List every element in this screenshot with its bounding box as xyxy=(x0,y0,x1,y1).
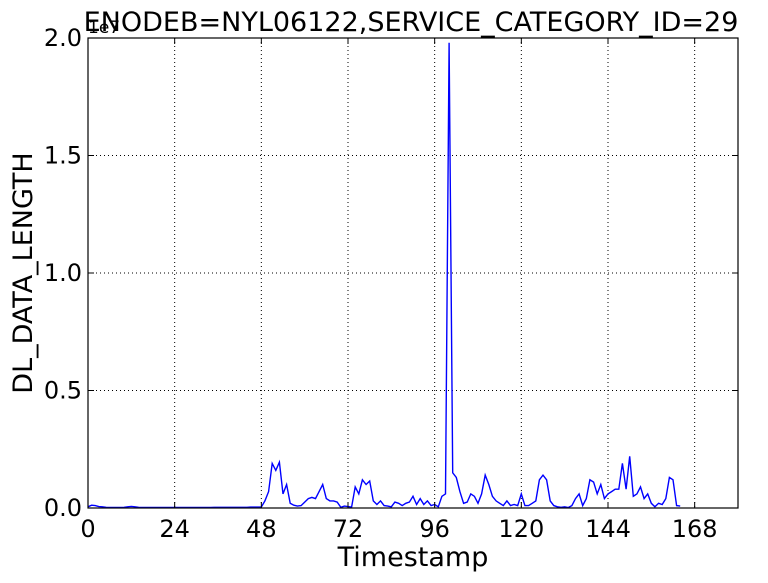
y-axis-title: DL_DATA_LENGTH xyxy=(8,152,39,393)
y-tick-label: 0.5 xyxy=(44,377,82,405)
y-offset-label: 1e7 xyxy=(88,18,120,38)
axis-ticks xyxy=(87,37,738,509)
y-tick-label: 0.0 xyxy=(44,494,82,522)
y-tick-label: 2.0 xyxy=(44,24,82,52)
x-tick-labels: 0 24 48 72 96 120 144 168 xyxy=(80,515,717,543)
grid-lines xyxy=(88,38,738,508)
x-tick-label: 0 xyxy=(80,515,95,543)
plot-area xyxy=(87,37,739,509)
y-tick-labels: 0.0 0.5 1.0 1.5 2.0 xyxy=(44,24,82,522)
x-tick-label: 96 xyxy=(419,515,450,543)
x-tick-label: 144 xyxy=(585,515,631,543)
x-axis-title: Timestamp xyxy=(337,542,489,573)
x-tick-label: 120 xyxy=(498,515,544,543)
y-tick-label: 1.5 xyxy=(44,142,82,170)
y-tick-label: 1.0 xyxy=(44,259,82,287)
chart-title: ENODEB=NYL06122,SERVICE_CATEGORY_ID=29 xyxy=(84,7,739,38)
x-tick-label: 24 xyxy=(159,515,190,543)
x-tick-label: 48 xyxy=(246,515,277,543)
x-tick-label: 168 xyxy=(672,515,718,543)
x-tick-label: 72 xyxy=(333,515,364,543)
